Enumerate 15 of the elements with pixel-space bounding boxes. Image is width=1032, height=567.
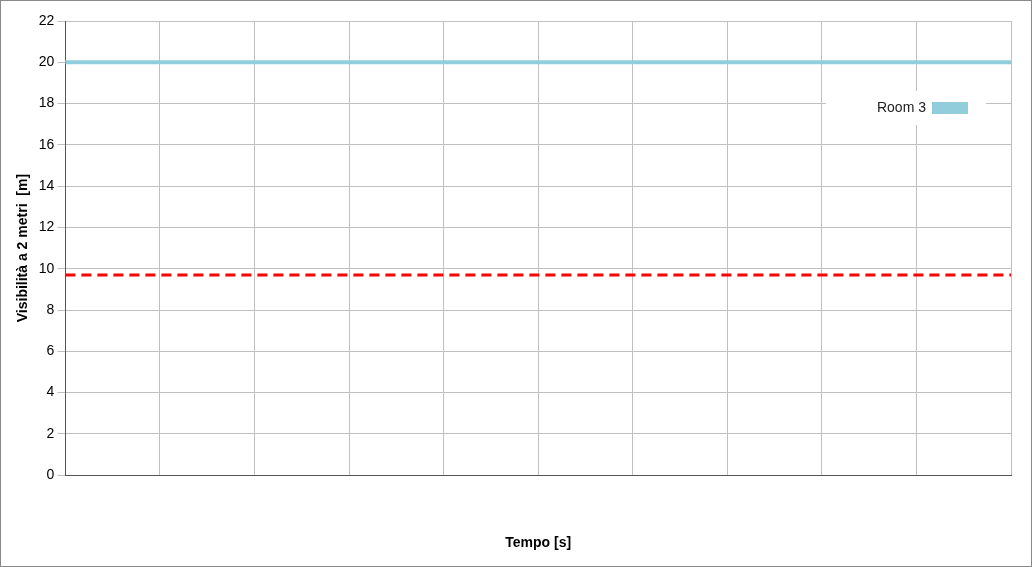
y-axis-title: Visibilità a 2 metri [m] [14,173,31,323]
y-tick-label: 20 [38,53,55,70]
x-axis-title: Tempo [s] [505,534,572,551]
y-tick-label: 10 [38,259,55,276]
y-tick-label: 0 [46,466,55,483]
y-tick-label: 6 [46,342,55,359]
y-tick-label: 2 [46,424,55,441]
y-tick-label: 12 [38,218,55,235]
y-tick-label: 14 [38,177,55,194]
y-tick-label: 16 [38,135,55,152]
y-tick-label: 18 [38,94,55,111]
y-tick-label: 8 [46,300,55,317]
y-tick-label: 4 [46,383,55,400]
y-tick-label: 22 [38,11,55,28]
legend-label: Room 3 [876,98,927,115]
